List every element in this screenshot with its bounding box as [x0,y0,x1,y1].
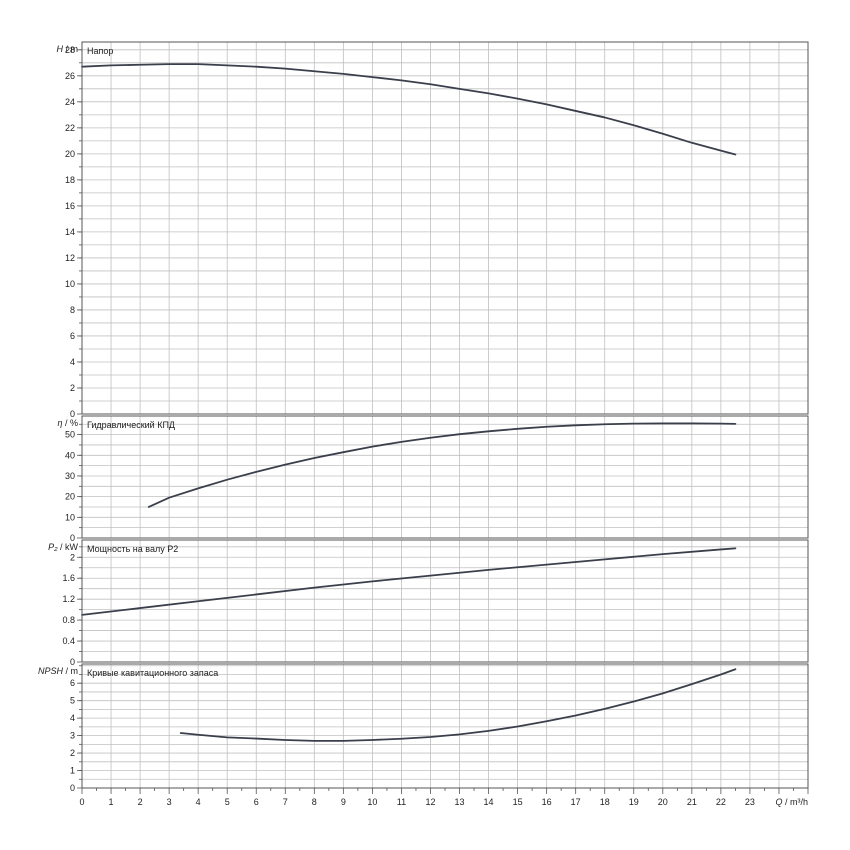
x-tick-label: 22 [716,797,726,807]
y-tick-label-eff: 10 [65,512,75,522]
y-tick-label-npsh: 1 [70,766,75,776]
y-tick-label-head: 26 [65,71,75,81]
y-axis-label-eff: η / % [57,418,78,428]
y-tick-label-eff: 50 [65,430,75,440]
x-axis-unit: / m³/h [782,797,808,807]
y-tick-label-head: 28 [65,45,75,55]
y-axis-label-npsh: NPSH / m [38,666,78,676]
y-tick-label-head: 22 [65,123,75,133]
y-tick-label-head: 16 [65,201,75,211]
y-tick-label-npsh: 4 [70,713,75,723]
y-tick-label-eff: 0 [70,533,75,543]
y-tick-label-head: 6 [70,331,75,341]
x-tick-label: 7 [283,797,288,807]
y-tick-label-head: 4 [70,357,75,367]
x-tick-label: 3 [167,797,172,807]
y-tick-label-power: 1.6 [62,573,75,583]
y-tick-label-head: 10 [65,279,75,289]
y-tick-label-npsh: 2 [70,748,75,758]
x-tick-label: 15 [513,797,523,807]
x-axis-symbol: Q [775,797,782,807]
y-axis-unit: / % [62,418,78,428]
y-axis-symbol: P₂ [48,542,58,552]
x-tick-label: 14 [484,797,494,807]
y-tick-label-npsh: 0 [70,783,75,793]
curve-power [81,547,737,616]
y-axis-symbol: η [57,418,62,428]
y-tick-label-power: 1.2 [62,594,75,604]
x-tick-label: 1 [109,797,114,807]
y-tick-label-head: 8 [70,305,75,315]
y-axis-symbol: H [57,44,64,54]
x-tick-label: 18 [600,797,610,807]
panel-title-power: Мощность на валу P2 [87,544,178,554]
x-tick-label: 6 [254,797,259,807]
x-tick-label: 23 [745,797,755,807]
y-axis-symbol: NPSH [38,666,64,676]
x-tick-label: 9 [341,797,346,807]
curve-npsh [179,668,737,742]
x-tick-label: 21 [687,797,697,807]
y-tick-label-eff: 30 [65,471,75,481]
frame-layer [77,41,809,794]
x-axis-label: Q / m³/h [775,797,808,807]
curve-head [81,63,737,156]
y-tick-label-eff: 40 [65,450,75,460]
y-tick-label-npsh: 5 [70,696,75,706]
x-tick-label: 19 [629,797,639,807]
x-tick-label: 16 [542,797,552,807]
y-tick-label-head: 24 [65,97,75,107]
y-tick-label-power: 0.8 [62,615,75,625]
x-tick-label: 13 [455,797,465,807]
y-tick-label-head: 14 [65,227,75,237]
grid-layer [82,42,808,788]
y-axis-unit: / m [63,666,78,676]
panel-title-eff: Гидравлический КПД [87,420,175,430]
x-tick-label: 2 [138,797,143,807]
y-axis-label-power: P₂ / kW [48,542,78,552]
x-tick-label: 11 [397,797,406,807]
curve-eff [147,422,737,508]
curve-layer [81,63,737,742]
x-tick-label: 10 [367,797,377,807]
x-tick-label: 12 [425,797,435,807]
y-tick-label-power: 2 [70,552,75,562]
y-tick-label-head: 12 [65,253,75,263]
y-tick-label-power: 0 [70,657,75,667]
y-tick-label-head: 20 [65,149,75,159]
panel-title-head: Напор [87,46,113,56]
y-tick-label-head: 18 [65,175,75,185]
y-axis-unit: / kW [58,542,79,552]
y-tick-label-head: 0 [70,409,75,419]
panel-frame-eff [81,415,809,539]
y-tick-label-npsh: 6 [70,678,75,688]
y-tick-label-eff: 20 [65,492,75,502]
y-axis-label-head: H / m [57,44,79,54]
x-tick-label: 0 [79,797,84,807]
panel-title-npsh: Кривые кавитационного запаса [87,668,218,678]
x-tick-label: 4 [196,797,201,807]
panel-frame-power [81,539,809,663]
panel-frame-head [81,41,809,415]
x-tick-label: 17 [571,797,581,807]
y-tick-label-npsh: 3 [70,731,75,741]
x-tick-label: 20 [658,797,668,807]
y-tick-label-power: 0.4 [62,636,75,646]
x-tick-label: 5 [225,797,230,807]
y-tick-label-head: 2 [70,383,75,393]
y-axis-unit: / m [63,44,78,54]
x-tick-label: 8 [312,797,317,807]
